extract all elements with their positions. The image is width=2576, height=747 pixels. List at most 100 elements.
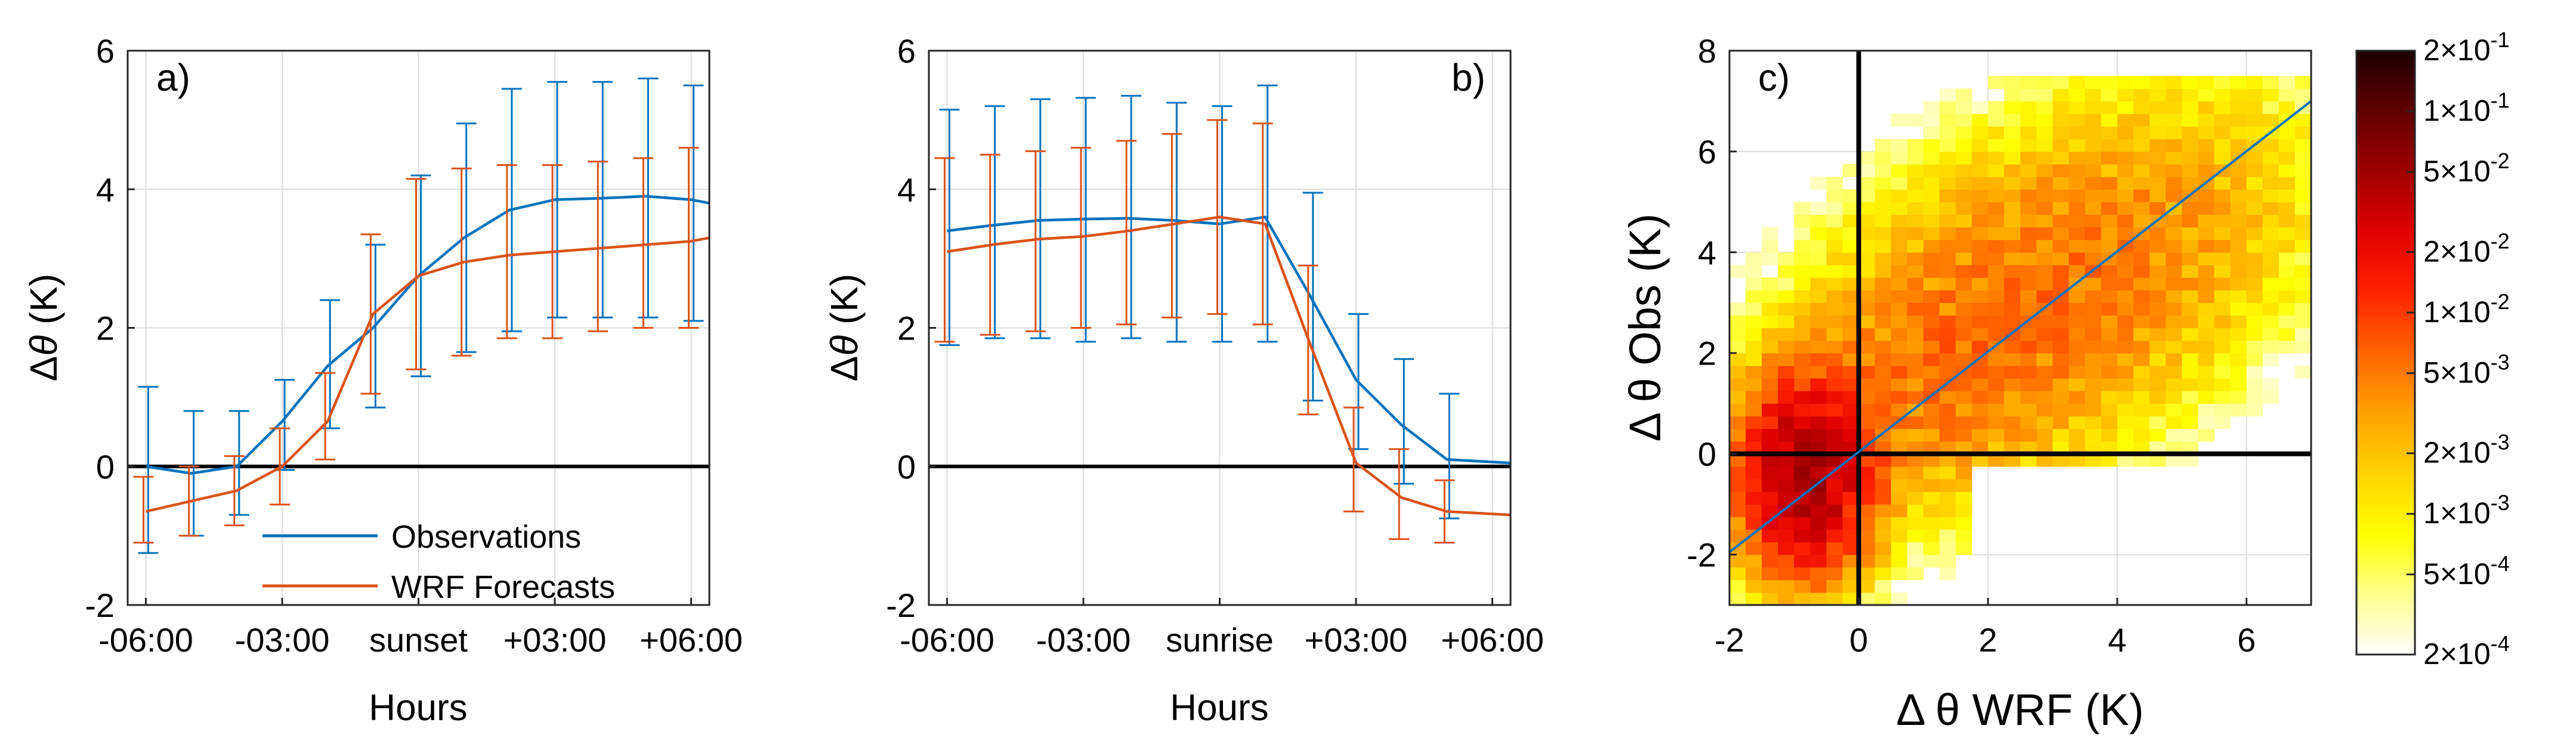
heatmap-cell	[2246, 315, 2263, 329]
heatmap-cell	[2068, 151, 2086, 165]
heatmap-cell	[2117, 453, 2134, 467]
heatmap-cell	[1988, 264, 2005, 278]
heatmap-cell	[1923, 315, 1940, 329]
heatmap-cell	[2182, 416, 2199, 430]
heatmap-cell	[1939, 441, 1956, 455]
heatmap-cell	[2182, 101, 2199, 115]
heatmap-cell	[1858, 416, 1876, 430]
heatmap-cell	[1729, 416, 1746, 430]
heatmap-cell	[1874, 164, 1892, 177]
heatmap-cell	[1810, 290, 1827, 303]
heatmap-cell	[2101, 227, 2118, 240]
heatmap-cell	[2036, 340, 2053, 354]
heatmap-cell	[1891, 151, 1908, 165]
heatmap-cell	[2214, 239, 2231, 253]
heatmap-cell	[1729, 302, 1746, 316]
heatmap-cell	[2149, 277, 2166, 291]
heatmap-cell	[2262, 189, 2280, 202]
heatmap-cell	[1778, 504, 1794, 517]
heatmap-cell	[2133, 177, 2150, 190]
heatmap-cell	[2117, 302, 2134, 316]
heatmap-cell	[1956, 177, 1972, 190]
heatmap-cell	[1858, 453, 1876, 467]
heatmap-cell	[2084, 214, 2102, 228]
heatmap-cell	[2133, 290, 2150, 303]
heatmap-cell	[2166, 365, 2182, 379]
heatmap-cell	[1988, 302, 2005, 316]
heatmap-cell	[2084, 340, 2102, 354]
panel-b-chart: -06:00 -03:00 sunrise +03:00 +06:00 -2 0 2 4 6 b)…	[823, 32, 1544, 729]
heatmap-cell	[1907, 491, 1924, 505]
heatmap-cell	[1923, 189, 1940, 202]
heatmap-cell	[1972, 302, 1988, 316]
heatmap-cell	[1907, 202, 1924, 215]
heatmap-cell	[2262, 76, 2280, 89]
heatmap-cell	[1842, 479, 1860, 492]
heatmap-cell	[1842, 391, 1860, 404]
heatmap-cell	[2230, 315, 2247, 329]
heatmap-cell	[1891, 416, 1908, 430]
panel-c-xtick-label: 0	[1849, 621, 1868, 659]
heatmap-cell	[1972, 202, 1988, 215]
heatmap-cell	[2278, 151, 2296, 165]
heatmap-cell	[2068, 264, 2086, 278]
heatmap-cell	[1842, 542, 1860, 555]
heatmap-cell	[1891, 378, 1908, 391]
heatmap-cell	[2294, 88, 2312, 102]
heatmap-cell	[1762, 592, 1778, 606]
heatmap-cell	[1939, 264, 1956, 278]
panel-a-ytick-label: 2	[96, 310, 115, 347]
heatmap-cell	[2262, 353, 2280, 366]
heatmap-cell	[1956, 227, 1972, 240]
heatmap-cell	[2246, 403, 2263, 416]
heatmap-cell	[1988, 113, 2005, 127]
heatmap-cell	[1891, 353, 1908, 366]
colorbar-tick-label: 1×10-2	[2423, 289, 2510, 329]
heatmap-cell	[1778, 567, 1794, 581]
heatmap-cell	[1874, 479, 1892, 492]
heatmap-cell	[2036, 227, 2053, 240]
heatmap-cell	[1729, 428, 1746, 442]
heatmap-cell	[1874, 491, 1892, 505]
heatmap-cell	[2149, 340, 2166, 354]
heatmap-cell	[1956, 391, 1972, 404]
heatmap-cell	[1923, 138, 1940, 152]
heatmap-cell	[1762, 252, 1778, 266]
panel-a-ytick-label: 6	[96, 32, 115, 70]
heatmap-cell	[2262, 252, 2280, 266]
heatmap-cell	[2149, 441, 2166, 455]
heatmap-cell	[2246, 365, 2263, 379]
heatmap-cell	[2166, 328, 2182, 341]
panel-b-ytick-label: 6	[897, 32, 916, 70]
heatmap-cell	[1810, 328, 1827, 341]
heatmap-cell	[2230, 164, 2247, 177]
heatmap-cell	[2068, 177, 2086, 190]
heatmap-cell	[1923, 101, 1940, 115]
heatmap-cell	[1794, 403, 1811, 416]
heatmap-cell	[2004, 315, 2021, 329]
heatmap-cell	[2182, 365, 2199, 379]
heatmap-cell	[2166, 441, 2182, 455]
heatmap-cell	[1923, 151, 1940, 165]
heatmap-cell	[2246, 391, 2263, 404]
heatmap-cell	[2036, 126, 2053, 140]
heatmap-cell	[1858, 340, 1876, 354]
heatmap-cell	[1858, 491, 1876, 505]
heatmap-cell	[1842, 214, 1860, 228]
heatmap-cell	[2101, 315, 2118, 329]
heatmap-cell	[1826, 302, 1843, 316]
heatmap-cell	[1972, 453, 1988, 467]
colorbar-tick-label: 2×10-1	[2423, 27, 2510, 67]
heatmap-cell	[1874, 189, 1892, 202]
panel-c-ytick-label: 6	[1698, 133, 1716, 171]
heatmap-cell	[2084, 353, 2102, 366]
heatmap-cell	[2246, 126, 2263, 140]
heatmap-cell	[1794, 290, 1811, 303]
heatmap-cell	[2117, 164, 2134, 177]
heatmap-cell	[2020, 340, 2037, 354]
panel-a-xtick-label: +03:00	[504, 621, 607, 659]
heatmap-cell	[1826, 290, 1843, 303]
heatmap-cell	[1972, 227, 1988, 240]
heatmap-cell	[1810, 479, 1827, 492]
heatmap-cell	[2278, 340, 2296, 354]
